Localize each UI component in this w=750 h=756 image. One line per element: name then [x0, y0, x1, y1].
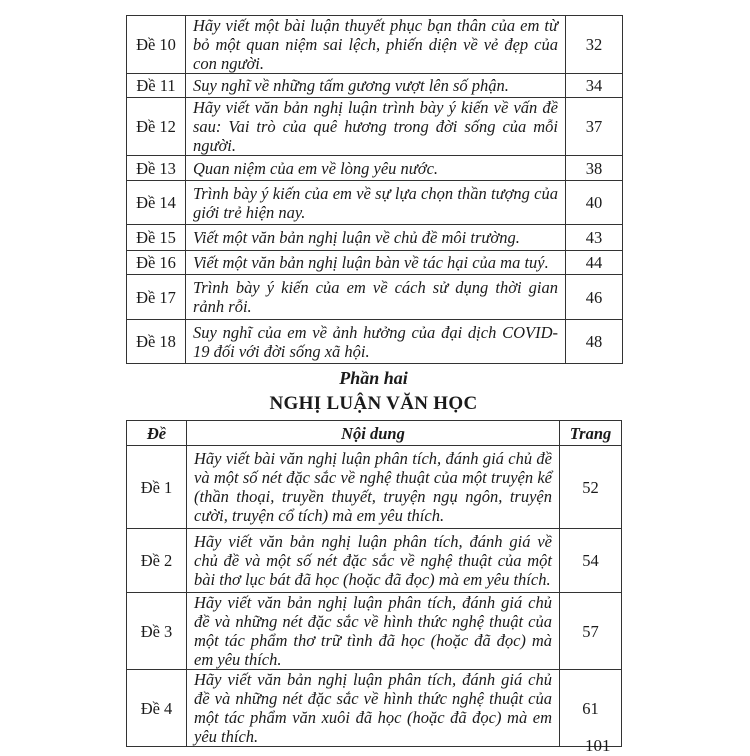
table-row: Đề 4 Hãy viết văn bản nghị luận phân tích…: [126, 669, 622, 747]
topic-content: Hãy viết bài văn nghị luận phân tích, đá…: [186, 445, 560, 529]
topic-content: Trình bày ý kiến của em về sự lựa chọn t…: [185, 180, 566, 225]
header-de: Đề: [126, 420, 187, 446]
page-ref: 38: [565, 155, 623, 181]
part-label: Phần hai: [339, 368, 408, 388]
table-row: Đề 13 Quan niệm của em về lòng yêu nước. 3…: [126, 155, 623, 181]
topic-number: Đề 14: [126, 180, 186, 225]
topic-number: Đề 16: [126, 250, 186, 275]
table-row: Đề 1 Hãy viết bài văn nghị luận phân tích…: [126, 445, 622, 529]
page-ref: 37: [565, 97, 623, 156]
topic-number: Đề 4: [126, 669, 187, 747]
topic-number: Đề 1: [126, 445, 187, 529]
table-header-row: Đề Nội dung Trang: [126, 420, 622, 446]
page-ref: 57: [559, 592, 622, 670]
page-ref: 34: [565, 73, 623, 98]
page-ref: 61: [559, 669, 622, 747]
page-ref: 40: [565, 180, 623, 225]
topic-content: Quan niệm của em về lòng yêu nước.: [185, 155, 566, 181]
page-ref: 52: [559, 445, 622, 529]
topic-number: Đề 3: [126, 592, 187, 670]
table-row: Đề 14 Trình bày ý kiến của em về sự lựa c…: [126, 180, 623, 225]
topic-number: Đề 2: [126, 528, 187, 593]
table-row: Đề 12 Hãy viết văn bản nghị luận trình bà…: [126, 97, 623, 156]
topic-content: Trình bày ý kiến của em về cách sử dụng …: [185, 274, 566, 320]
page-ref: 54: [559, 528, 622, 593]
topic-number: Đề 17: [126, 274, 186, 320]
topic-content: Viết một văn bản nghị luận về chủ đề môi…: [185, 224, 566, 251]
page-ref: 48: [565, 319, 623, 364]
topic-number: Đề 10: [126, 15, 186, 74]
table-row: Đề 3 Hãy viết văn bản nghị luận phân tích…: [126, 592, 622, 670]
table-row: Đề 10 Hãy viết một bài luận thuyết phục b…: [126, 15, 623, 74]
contents-table-part-two: Đề Nội dung Trang Đề 1 Hãy viết bài văn n…: [126, 420, 622, 747]
section-title: NGHỊ LUẬN VĂN HỌC: [269, 393, 478, 414]
table-row: Đề 16 Viết một văn bản nghị luận bàn về t…: [126, 250, 623, 275]
topic-content: Hãy viết văn bản nghị luận trình bày ý k…: [185, 97, 566, 156]
page-ref: 46: [565, 274, 623, 320]
table-row: Đề 11 Suy nghĩ về những tấm gương vượt lê…: [126, 73, 623, 98]
page-ref: 32: [565, 15, 623, 74]
topic-content: Hãy viết văn bản nghị luận phân tích, đá…: [186, 528, 560, 593]
topic-content: Suy nghĩ về những tấm gương vượt lên số …: [185, 73, 566, 98]
topic-number: Đề 11: [126, 73, 186, 98]
topic-number: Đề 13: [126, 155, 186, 181]
table-row: Đề 2 Hãy viết văn bản nghị luận phân tích…: [126, 528, 622, 593]
topic-number: Đề 15: [126, 224, 186, 251]
topic-number: Đề 18: [126, 319, 186, 364]
topic-number: Đề 12: [126, 97, 186, 156]
page-ref: 44: [565, 250, 623, 275]
topic-content: Hãy viết văn bản nghị luận phân tích, đá…: [186, 669, 560, 747]
header-page: Trang: [559, 420, 622, 446]
table-row: Đề 15 Viết một văn bản nghị luận về chủ đ…: [126, 224, 623, 251]
topic-content: Viết một văn bản nghị luận bàn về tác hạ…: [185, 250, 566, 275]
contents-table-part-one: Đề 10 Hãy viết một bài luận thuyết phục b…: [126, 15, 623, 364]
page-ref: 43: [565, 224, 623, 251]
table-row: Đề 17 Trình bày ý kiến của em về cách sử …: [126, 274, 623, 320]
topic-content: Hãy viết một bài luận thuyết phục bạn th…: [185, 15, 566, 74]
table-row: Đề 18 Suy nghĩ của em về ảnh hưởng của đạ…: [126, 319, 623, 364]
header-content: Nội dung: [186, 420, 560, 446]
topic-content: Hãy viết văn bản nghị luận phân tích, đá…: [186, 592, 560, 670]
page-number: 101: [585, 736, 611, 755]
topic-content: Suy nghĩ của em về ảnh hưởng của đại dịc…: [185, 319, 566, 364]
